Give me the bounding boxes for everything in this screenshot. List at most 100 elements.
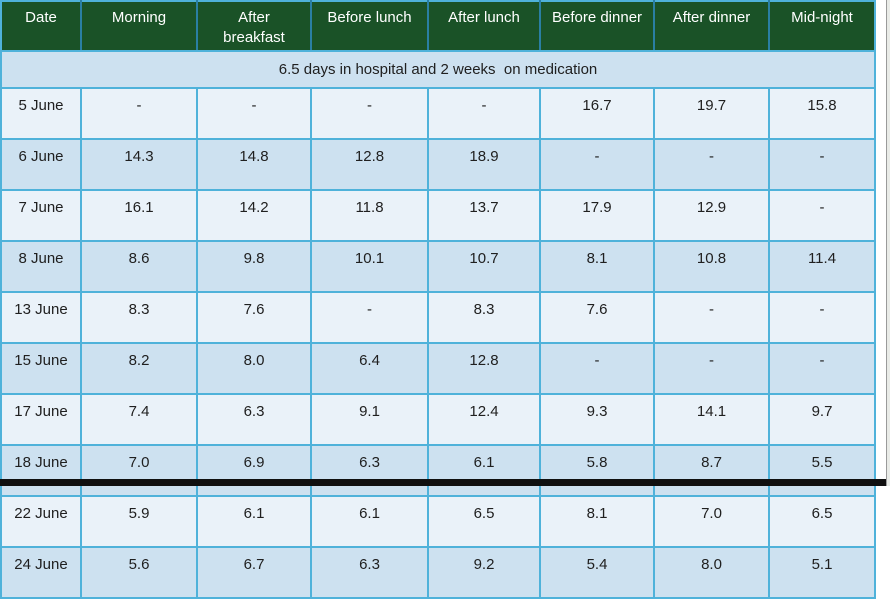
value-cell: - [539,342,655,395]
value-cell: - [196,87,312,140]
value-cell: 6.3 [310,546,429,599]
table-row: 6 June 14.3 14.8 12.8 18.9- - - [0,138,876,191]
value-cell: 6.3 [196,393,312,446]
value-cell: 6.4 [310,342,429,395]
value-cell: 11.8 [310,189,429,242]
table-row: 17 June 7.4 6.3 9.1 12.4 9.3 14.1 9.7 [0,393,876,446]
column-header: Before dinner [539,1,654,52]
value-cell: - [653,342,770,395]
value-cell: 12.8 [310,138,429,191]
table-row: 22 June 5.9 6.1 6.1 6.5 8.1 7.0 6.5 [0,495,876,548]
date-cell: 17 June [0,393,82,446]
date-cell: 5 June [0,87,82,140]
date-cell: 13 June [0,291,82,344]
column-header: Date [1,1,81,52]
value-cell: 5.6 [80,546,198,599]
value-cell: 18.9 [427,138,541,191]
date-cell: 7 June [0,189,82,242]
value-cell: 7.6 [196,291,312,344]
value-cell: - [768,342,876,395]
date-cell: 18 June [0,444,82,497]
column-header: After breakfast [196,1,311,52]
value-cell: - [539,138,655,191]
value-cell: 9.2 [427,546,541,599]
table-row: 8 June 8.6 9.8 10.1 10.7 8.1 10.8 11.4 [0,240,876,293]
value-cell: 9.7 [768,393,876,446]
value-cell: 8.7 [653,444,770,497]
table-row: 18 June 7.0 6.9 6.3 6.1 5.8 8.7 5.5 [0,444,876,497]
slide-right-gutter [887,0,890,486]
bottom-black-bar [0,479,886,486]
value-cell: 19.7 [653,87,770,140]
value-cell: 12.8 [427,342,541,395]
column-header: Before lunch [310,1,428,52]
header-row: Date Morning After breakfast Before lunch Af… [1,1,875,52]
value-cell: 6.3 [310,444,429,497]
column-header: After dinner [653,1,769,52]
value-cell: 11.4 [768,240,876,293]
banner-note: 6.5 days in hospital and 2 weeks on medi… [0,50,876,89]
table-row: 7 June 16.1 14.2 11.8 13.7 17.9 12.9- [0,189,876,242]
value-cell: 8.1 [539,240,655,293]
table-row: 13 June 8.3 7.6-8.3 7.6- - [0,291,876,344]
value-cell: - [427,87,541,140]
value-cell: 6.5 [768,495,876,548]
value-cell: 7.4 [80,393,198,446]
value-cell: - [768,291,876,344]
value-cell: 5.4 [539,546,655,599]
value-cell: 16.1 [80,189,198,242]
value-cell: 6.5 [427,495,541,548]
value-cell: 10.1 [310,240,429,293]
value-cell: 6.1 [427,444,541,497]
value-cell: 10.7 [427,240,541,293]
value-cell: - [80,87,198,140]
value-cell: 14.1 [653,393,770,446]
value-cell: 7.6 [539,291,655,344]
value-cell: - [310,87,429,140]
value-cell: 15.8 [768,87,876,140]
value-cell: 5.5 [768,444,876,497]
value-cell: 8.6 [80,240,198,293]
value-cell: 8.3 [427,291,541,344]
value-cell: 8.2 [80,342,198,395]
banner-row: 6.5 days in hospital and 2 weeks on medi… [0,50,876,89]
value-cell: 5.1 [768,546,876,599]
value-cell: 16.7 [539,87,655,140]
value-cell: 9.8 [196,240,312,293]
column-header: After lunch [427,1,540,52]
value-cell: 8.0 [653,546,770,599]
value-cell: - [768,189,876,242]
value-cell: 5.8 [539,444,655,497]
value-cell: 6.7 [196,546,312,599]
value-cell: - [768,138,876,191]
value-cell: 13.7 [427,189,541,242]
value-cell: 6.1 [196,495,312,548]
value-cell: - [653,138,770,191]
date-cell: 8 June [0,240,82,293]
value-cell: 8.0 [196,342,312,395]
date-cell: 24 June [0,546,82,599]
value-cell: 10.8 [653,240,770,293]
value-cell: 5.9 [80,495,198,548]
value-cell: 8.3 [80,291,198,344]
value-cell: 9.3 [539,393,655,446]
table-row: 5 June - - - -16.7 19.7 15.8 [0,87,876,140]
slide-edge-line [886,0,887,486]
date-cell: 22 June [0,495,82,548]
value-cell: 17.9 [539,189,655,242]
value-cell: 12.9 [653,189,770,242]
value-cell: 9.1 [310,393,429,446]
column-header: Morning [80,1,197,52]
value-cell: - [653,291,770,344]
value-cell: 12.4 [427,393,541,446]
value-cell: - [310,291,429,344]
date-cell: 15 June [0,342,82,395]
value-cell: 14.8 [196,138,312,191]
value-cell: 6.9 [196,444,312,497]
table-body: 5 June - - - -16.7 19.7 15.8 6 June 14.3 14.8 12.8… [0,87,876,599]
value-cell: 7.0 [80,444,198,497]
value-cell: 7.0 [653,495,770,548]
date-cell: 6 June [0,138,82,191]
value-cell: 14.3 [80,138,198,191]
